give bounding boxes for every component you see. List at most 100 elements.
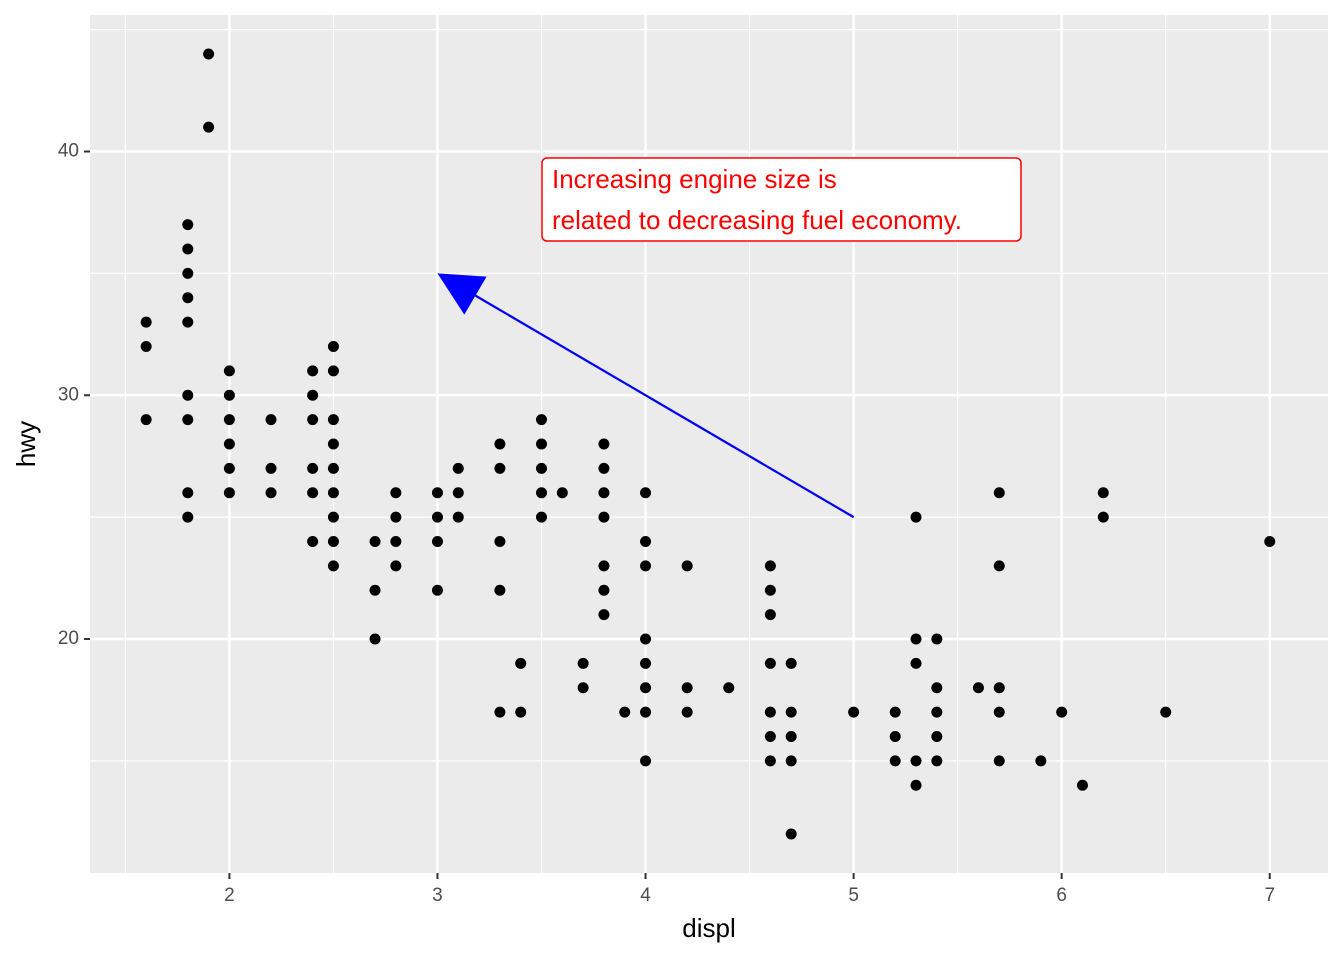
- point: [307, 487, 319, 499]
- x-tick-label: 5: [848, 885, 859, 906]
- point: [1264, 536, 1276, 547]
- point: [390, 511, 402, 523]
- point: [182, 219, 194, 231]
- point: [910, 657, 922, 669]
- point: [785, 755, 797, 767]
- point: [390, 487, 402, 499]
- point: [972, 682, 984, 694]
- point: [577, 682, 589, 694]
- point: [182, 487, 194, 499]
- point: [764, 755, 776, 767]
- point: [265, 414, 277, 426]
- point: [598, 438, 610, 450]
- annotation-text: related to decreasing fuel economy.: [552, 205, 962, 235]
- point: [307, 414, 319, 426]
- point: [307, 536, 319, 547]
- point: [598, 609, 610, 621]
- point: [764, 584, 776, 596]
- point: [1160, 706, 1172, 718]
- points: [140, 48, 1276, 840]
- point: [1056, 706, 1068, 718]
- x-tick-label: 7: [1264, 885, 1275, 906]
- point: [889, 706, 901, 718]
- point: [452, 462, 464, 474]
- point: [431, 487, 443, 499]
- point: [598, 487, 610, 499]
- point: [556, 487, 568, 499]
- point: [640, 657, 652, 669]
- point: [182, 292, 194, 304]
- point: [931, 633, 943, 645]
- point: [640, 536, 652, 547]
- point: [223, 487, 235, 499]
- annotation-text: Increasing engine size is: [552, 164, 837, 194]
- point: [785, 657, 797, 669]
- point: [785, 828, 797, 840]
- point: [182, 243, 194, 255]
- point: [640, 487, 652, 499]
- point: [223, 438, 235, 450]
- point: [140, 316, 152, 328]
- point: [327, 560, 339, 572]
- point: [910, 779, 922, 791]
- point: [327, 365, 339, 377]
- point: [1076, 779, 1088, 791]
- panel: [90, 15, 1328, 873]
- point: [327, 462, 339, 474]
- point: [536, 462, 548, 474]
- point: [182, 267, 194, 279]
- point: [681, 682, 693, 694]
- point: [494, 462, 506, 474]
- point: [640, 755, 652, 767]
- point: [764, 609, 776, 621]
- point: [910, 755, 922, 767]
- point: [640, 560, 652, 572]
- point: [1035, 755, 1047, 767]
- point: [889, 755, 901, 767]
- point: [910, 633, 922, 645]
- point: [993, 560, 1005, 572]
- point: [431, 511, 443, 523]
- point: [681, 560, 693, 572]
- point: [536, 487, 548, 499]
- point: [265, 462, 277, 474]
- point: [931, 731, 943, 742]
- point: [390, 536, 402, 547]
- annotation: Increasing engine size is related to decr…: [437, 157, 1022, 519]
- point: [993, 682, 1005, 694]
- point: [307, 462, 319, 474]
- point: [1097, 511, 1109, 523]
- point: [598, 560, 610, 572]
- point: [764, 560, 776, 572]
- point: [182, 511, 194, 523]
- point: [494, 706, 506, 718]
- point: [764, 657, 776, 669]
- point: [369, 536, 381, 547]
- point: [536, 438, 548, 450]
- point: [1097, 487, 1109, 499]
- point: [785, 731, 797, 742]
- point: [390, 560, 402, 572]
- x-tick-label: 3: [432, 885, 443, 906]
- point: [577, 657, 589, 669]
- point: [307, 389, 319, 401]
- point: [931, 706, 943, 718]
- label-box: [541, 157, 1022, 242]
- point: [640, 633, 652, 645]
- point: [452, 511, 464, 523]
- grid: [90, 15, 1328, 873]
- point: [452, 487, 464, 499]
- point: [723, 682, 735, 694]
- point: [494, 536, 506, 547]
- point: [327, 536, 339, 547]
- point: [182, 389, 194, 401]
- point: [431, 584, 443, 596]
- point: [327, 438, 339, 450]
- y-tick-label: 30: [58, 384, 79, 405]
- point: [431, 536, 443, 547]
- point: [764, 731, 776, 742]
- point: [223, 414, 235, 426]
- point: [140, 414, 152, 426]
- point: [182, 414, 194, 426]
- point: [681, 706, 693, 718]
